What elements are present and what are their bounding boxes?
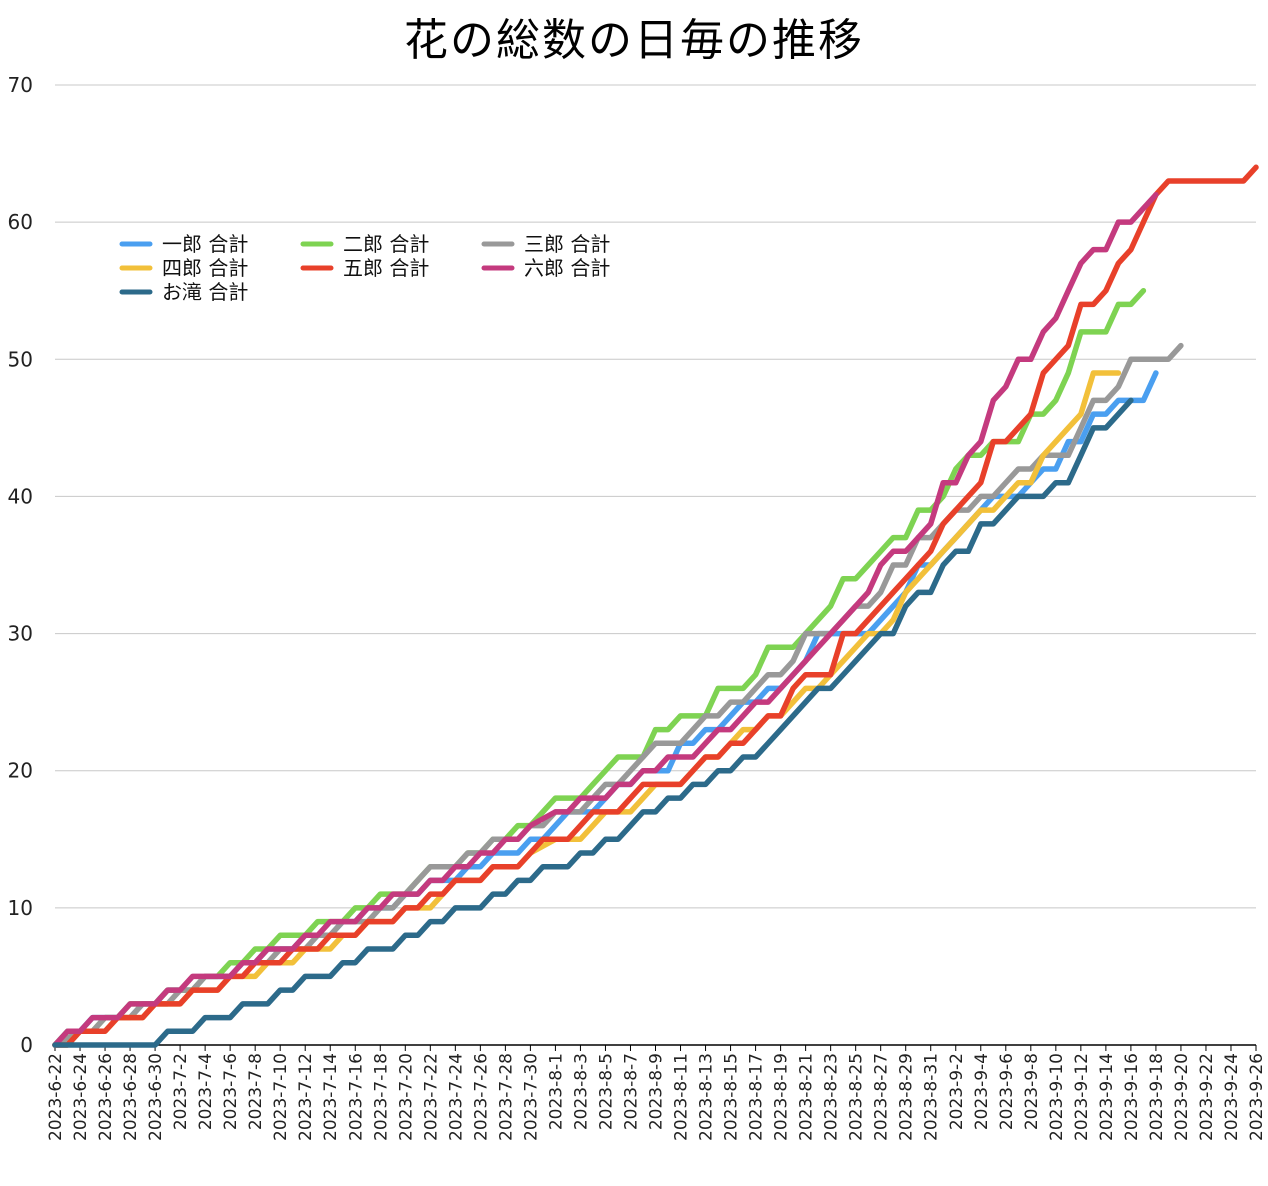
x-tick-label: 2023-7-26: [471, 1053, 491, 1141]
x-tick-label: 2023-7-12: [296, 1053, 316, 1141]
y-tick-label: 10: [8, 896, 33, 920]
x-tick-label: 2023-9-4: [972, 1053, 992, 1130]
x-tick-label: 2023-8-31: [922, 1053, 942, 1141]
x-tick-label: 2023-7-6: [221, 1053, 241, 1130]
y-tick-label: 20: [8, 759, 33, 783]
x-tick-label: 2023-9-26: [1247, 1053, 1267, 1141]
x-tick-label: 2023-7-8: [246, 1053, 266, 1130]
x-tick-label: 2023-6-28: [121, 1053, 141, 1141]
series-line-1: [52, 370, 1159, 1048]
x-tick-label: 2023-6-26: [96, 1053, 116, 1141]
x-tick-label: 2023-8-15: [722, 1053, 742, 1141]
x-tick-label: 2023-8-27: [872, 1053, 892, 1141]
x-tick-label: 2023-9-20: [1172, 1053, 1192, 1141]
x-tick-label: 2023-8-7: [621, 1053, 641, 1130]
y-tick-label: 70: [8, 73, 33, 97]
y-axis-ticks: 0 10 20 30 40 50 60 70: [8, 73, 33, 1057]
x-tick-label: 2023-9-18: [1147, 1053, 1167, 1141]
y-tick-label: 30: [8, 622, 33, 646]
x-tick-label: 2023-6-30: [146, 1053, 166, 1141]
x-tick-label: 2023-9-12: [1072, 1053, 1092, 1141]
x-tick-label: 2023-8-21: [797, 1053, 817, 1141]
x-tick-label: 2023-8-19: [772, 1053, 792, 1141]
x-tick-label: 2023-8-17: [747, 1053, 767, 1141]
x-tick-label: 2023-7-14: [321, 1053, 341, 1141]
x-tick-label: 2023-7-28: [496, 1053, 516, 1141]
series-line-3: [52, 342, 1184, 1048]
legend-label: お滝 合計: [162, 280, 248, 304]
legend-label: 六郎 合計: [524, 256, 610, 280]
y-tick-label: 50: [8, 347, 33, 371]
legend-label: 五郎 合計: [343, 256, 429, 280]
y-tick-label: 40: [8, 484, 33, 508]
x-tick-label: 2023-9-24: [1222, 1053, 1242, 1141]
x-tick-label: 2023-7-20: [396, 1053, 416, 1141]
series-lines: [52, 164, 1259, 1048]
x-tick-label: 2023-7-24: [446, 1053, 466, 1141]
series-line-7: [52, 397, 1134, 1048]
x-tick-label: 2023-8-9: [647, 1053, 667, 1130]
y-tick-label: 60: [8, 210, 33, 234]
legend-label: 二郎 合計: [343, 232, 429, 256]
legend-label: 四郎 合計: [162, 256, 248, 280]
x-tick-label: 2023-9-2: [947, 1053, 967, 1130]
gridlines: [55, 84, 1256, 1046]
x-tick-label: 2023-9-6: [997, 1053, 1017, 1130]
x-tick-label: 2023-8-11: [672, 1053, 692, 1141]
x-tick-label: 2023-8-13: [697, 1053, 717, 1141]
x-tick-label: 2023-7-22: [421, 1053, 441, 1141]
x-tick-label: 2023-7-2: [171, 1053, 191, 1130]
x-tick-label: 2023-7-4: [196, 1053, 216, 1130]
legend-label: 三郎 合計: [524, 232, 610, 256]
y-tick-label: 0: [20, 1033, 33, 1057]
x-tick-label: 2023-6-22: [46, 1053, 66, 1141]
x-tick-label: 2023-9-14: [1097, 1053, 1117, 1141]
series-line-6: [52, 191, 1159, 1048]
x-tick-label: 2023-9-22: [1197, 1053, 1217, 1141]
legend-label: 一郎 合計: [162, 232, 248, 256]
x-tick-label: 2023-8-29: [897, 1053, 917, 1141]
x-tick-label: 2023-6-24: [71, 1053, 91, 1141]
x-tick-label: 2023-9-16: [1122, 1053, 1142, 1141]
x-tick-label: 2023-7-10: [271, 1053, 291, 1141]
x-tick-label: 2023-7-16: [346, 1053, 366, 1141]
x-tick-label: 2023-8-23: [822, 1053, 842, 1141]
series-line-2: [52, 287, 1147, 1048]
x-tick-label: 2023-9-10: [1047, 1053, 1067, 1141]
x-tick-label: 2023-8-25: [847, 1053, 867, 1141]
x-axis-ticks: 2023-6-22 2023-6-24 2023-6-26 2023-6-28 2023…: [46, 1045, 1267, 1141]
x-tick-label: 2023-7-18: [371, 1053, 391, 1141]
x-tick-label: 2023-8-5: [596, 1053, 616, 1130]
x-tick-label: 2023-8-1: [546, 1053, 566, 1130]
x-tick-label: 2023-9-8: [1022, 1053, 1042, 1130]
x-tick-label: 2023-8-3: [571, 1053, 591, 1130]
chart-title: 花の総数の日毎の推移: [404, 15, 864, 66]
x-tick-label: 2023-7-30: [521, 1053, 541, 1141]
